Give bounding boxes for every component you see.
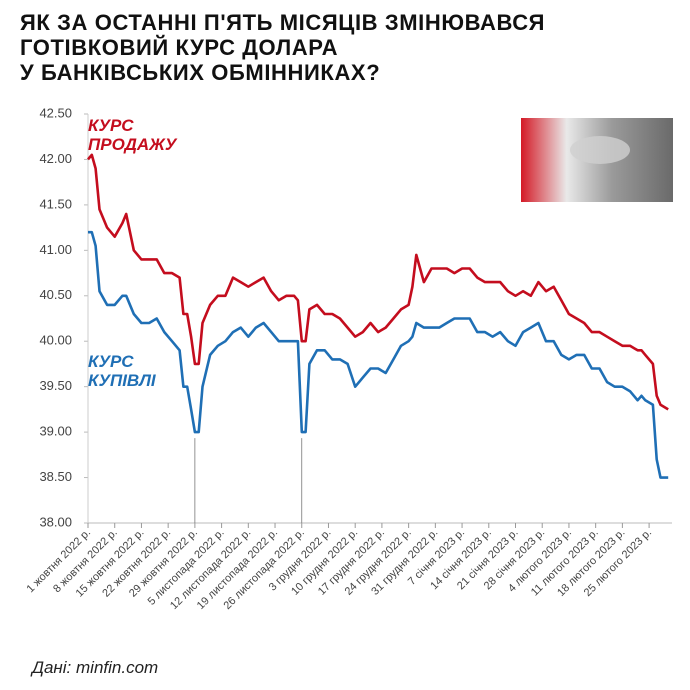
photo-detail bbox=[570, 136, 630, 164]
y-tick-label: 41.50 bbox=[39, 196, 72, 211]
title-line: ГОТІВКОВИЙ КУРС ДОЛАРА bbox=[20, 35, 338, 60]
series-line bbox=[87, 153, 669, 411]
y-tick-label: 40.00 bbox=[39, 333, 72, 348]
y-tick-label: 39.50 bbox=[39, 378, 72, 393]
series-line bbox=[88, 230, 669, 479]
series-label: КУРС КУПІВЛІ bbox=[88, 352, 156, 390]
y-tick-label: 40.50 bbox=[39, 287, 72, 302]
title-line: У БАНКІВСЬКИХ ОБМІННИКАХ? bbox=[20, 60, 380, 85]
y-tick-label: 39.00 bbox=[39, 424, 72, 439]
series-label: КУРС ПРОДАЖУ bbox=[88, 116, 177, 154]
y-tick-label: 38.00 bbox=[39, 514, 72, 529]
y-tick-label: 42.50 bbox=[39, 105, 72, 120]
title-line: ЯК ЗА ОСТАННІ П'ЯТЬ МІСЯЦІВ ЗМІНЮВАВСЯ bbox=[20, 10, 545, 35]
y-tick-label: 41.00 bbox=[39, 242, 72, 257]
y-tick-label: 38.50 bbox=[39, 469, 72, 484]
source: Дані: minfin.com bbox=[30, 658, 158, 677]
y-tick-label: 42.00 bbox=[39, 151, 72, 166]
